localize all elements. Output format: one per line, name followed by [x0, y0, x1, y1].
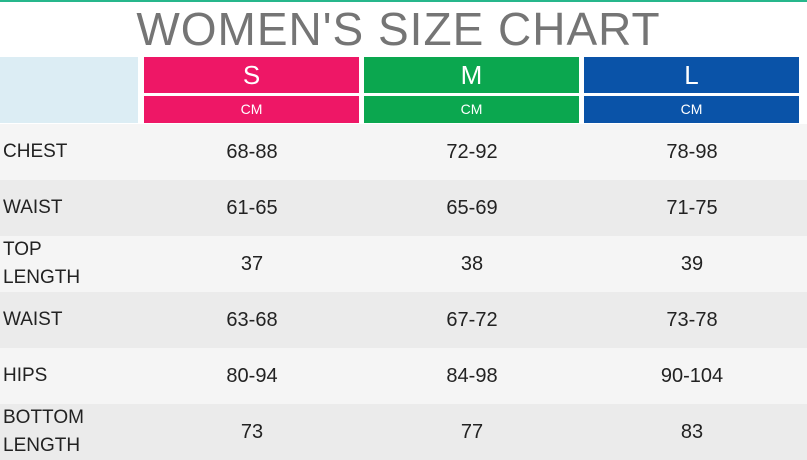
- table-cell: 78-98: [666, 141, 718, 163]
- row-label-chest: CHEST: [3, 141, 68, 162]
- row-label-waist-bottom: WAIST: [3, 309, 63, 330]
- row-label-waist: WAIST: [3, 197, 63, 218]
- table-cell: 80-94: [226, 365, 278, 387]
- table-cell: 63-68: [226, 309, 278, 331]
- size-header-s: S: [144, 57, 359, 93]
- table-cell: 38: [460, 253, 484, 275]
- row-label-top-length: TOP LENGTH: [3, 239, 81, 288]
- row-label-hips: HIPS: [3, 365, 48, 386]
- table-row: BOTTOM LENGTH 73 77 83: [0, 404, 807, 460]
- table-cell: 73: [240, 421, 264, 443]
- table-row: CHEST 68-88 72-92 78-98: [0, 124, 807, 180]
- table-row: WAIST 61-65 65-69 71-75: [0, 180, 807, 236]
- table-row: TOP LENGTH 37 38 39: [0, 236, 807, 292]
- table-row: WAIST 63-68 67-72 73-78: [0, 292, 807, 348]
- table-cell: 68-88: [226, 141, 278, 163]
- table-cell: 83: [680, 421, 704, 443]
- unit-header-m: CM: [364, 96, 579, 123]
- table-cell: 77: [460, 421, 484, 443]
- table-cell: 67-72: [446, 309, 498, 331]
- header-corner-cell: [0, 57, 138, 123]
- table-row: HIPS 80-94 84-98 90-104: [0, 348, 807, 404]
- table-cell: 37: [240, 253, 264, 275]
- table-cell: 72-92: [446, 141, 498, 163]
- row-label-bottom-length: BOTTOM LENGTH: [3, 407, 84, 456]
- size-header-l: L: [584, 57, 799, 93]
- table-cell: 84-98: [446, 365, 498, 387]
- top-accent-line: [0, 0, 807, 2]
- table-cell: 65-69: [446, 197, 498, 219]
- table-cell: 73-78: [666, 309, 718, 331]
- table-cell: 39: [680, 253, 704, 275]
- chart-title: WOMEN'S SIZE CHART: [136, 3, 661, 55]
- unit-header-s: CM: [144, 96, 359, 123]
- table-cell: 90-104: [660, 365, 724, 387]
- size-header-m: M: [364, 57, 579, 93]
- table-cell: 71-75: [666, 197, 718, 219]
- table-cell: 61-65: [226, 197, 278, 219]
- unit-header-l: CM: [584, 96, 799, 123]
